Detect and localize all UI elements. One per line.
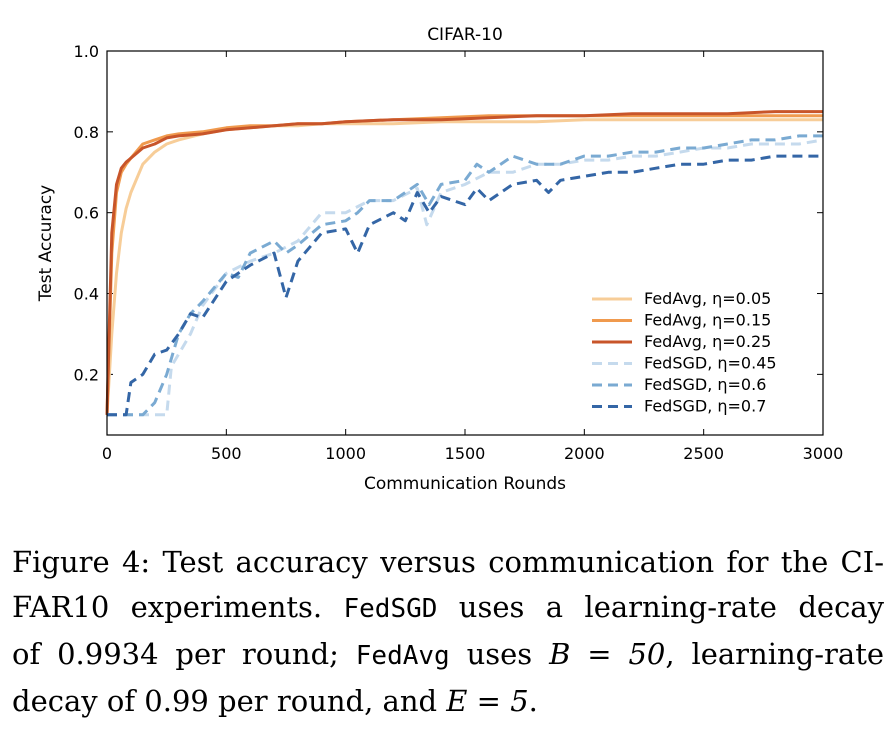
chart-title: CIFAR-10	[427, 25, 503, 45]
y-tick-label: 0.8	[74, 123, 99, 142]
legend-label-1: FedAvg, η=0.05	[644, 289, 771, 308]
y-axis-label: Test Accuracy	[36, 185, 56, 303]
plot-frame	[106, 50, 824, 436]
x-tick-label: 1000	[325, 444, 366, 463]
series-line-4	[107, 138, 824, 417]
tick-layer: 0 500 1000 1500 2000 2500 3000 0.2 0.4 0.6 0.8 1.0	[74, 42, 844, 463]
y-tick-label: 0.6	[74, 204, 99, 223]
caption-text: uses	[449, 637, 550, 671]
legend: FedAvg, η=0.05 FedAvg, η=0.15 FedAvg, η=0.…	[592, 289, 777, 416]
caption-code-fedavg: FedAvg	[355, 641, 450, 671]
caption-text: uses a learning-rate decay	[437, 590, 884, 624]
accuracy-chart: CIFAR-10 0 500 1000 1500 2000 2500 30000.20.40…	[36, 25, 844, 494]
figure-caption: Figure 4: Test accuracy versus communica…	[12, 540, 884, 724]
x-tick-label: 3000	[803, 444, 844, 463]
caption-line-4: decay of 0.99 per round, and E = 5.	[12, 679, 884, 724]
legend-label-3: FedAvg, η=0.25	[644, 332, 771, 351]
legend-label-5: FedSGD, η=0.6	[644, 375, 766, 394]
caption-text: of 0.9934 per round;	[12, 637, 356, 671]
caption-math-b: B = 50	[549, 637, 666, 671]
caption-text: Figure 4: Test accuracy versus communica…	[12, 545, 884, 579]
caption-line-3: of 0.9934 per round; FedAvg uses B = 50,…	[12, 632, 884, 679]
caption-text: FAR10 experiments.	[12, 590, 344, 624]
legend-label-2: FedAvg, η=0.15	[644, 311, 771, 330]
legend-label-6: FedSGD, η=0.7	[644, 397, 766, 416]
series-line-3	[105, 110, 823, 415]
x-tick-label: 1500	[445, 444, 486, 463]
caption-text: decay of 0.99 per round, and	[12, 684, 447, 718]
x-tick-label: 0	[102, 444, 112, 463]
y-tick-label: 1.0	[74, 42, 99, 61]
legend-label-4: FedSGD, η=0.45	[644, 354, 777, 373]
caption-text: .	[528, 684, 538, 718]
y-tick-label: 0.2	[74, 365, 99, 384]
x-axis-label: Communication Rounds	[364, 474, 566, 494]
x-tick-label: 2000	[564, 444, 605, 463]
x-tick-label: 500	[211, 444, 242, 463]
series-line-6	[107, 154, 823, 417]
series-layer	[105, 110, 824, 417]
caption-code-fedsgd: FedSGD	[343, 594, 438, 624]
caption-line-2: FAR10 experiments. FedSGD uses a learnin…	[12, 585, 884, 632]
series-line-5	[107, 134, 823, 417]
caption-line-1: Figure 4: Test accuracy versus communica…	[12, 540, 884, 585]
caption-math-e: E = 5	[446, 684, 529, 718]
y-tick-label: 0.4	[74, 285, 99, 304]
x-tick-label: 2500	[683, 444, 724, 463]
caption-text: , learning-rate	[665, 637, 885, 671]
